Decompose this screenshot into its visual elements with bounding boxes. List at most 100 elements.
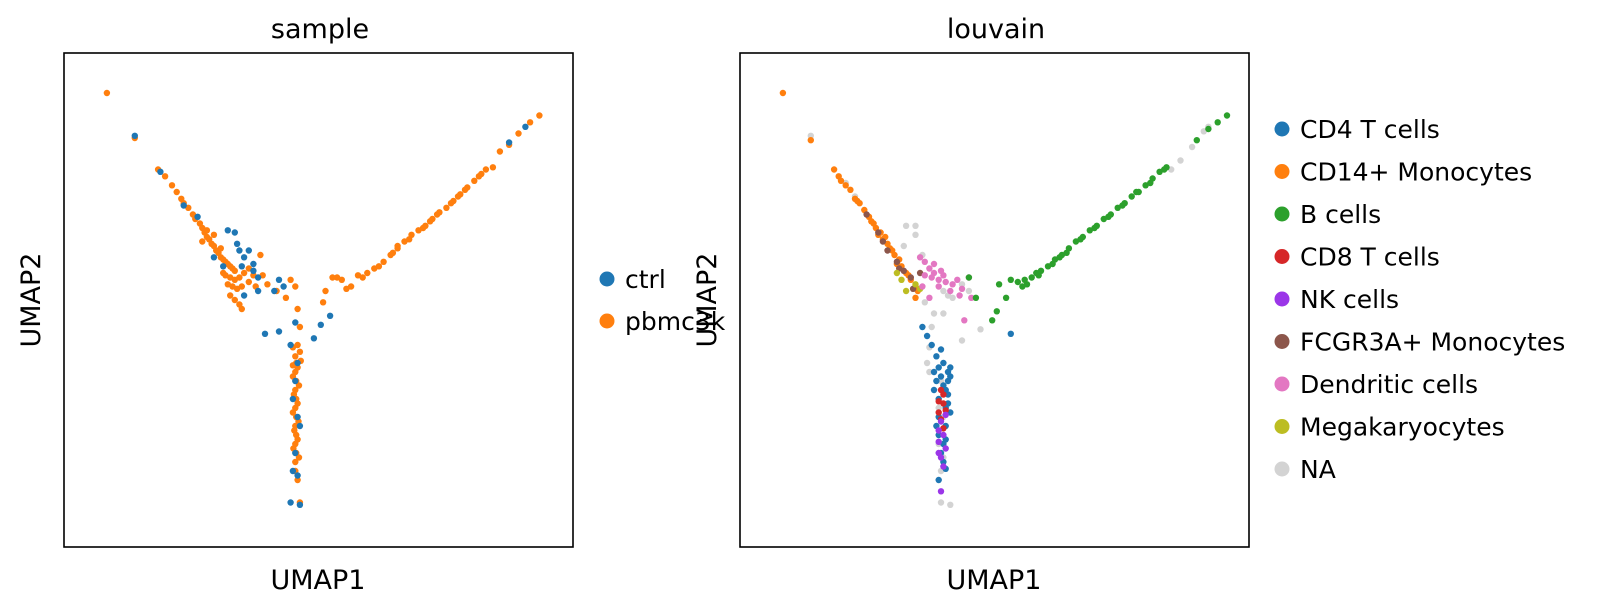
legend-label: Megakaryocytes <box>1300 413 1505 442</box>
axes-frame-sample <box>63 52 574 548</box>
scatter-point <box>173 188 180 196</box>
scatter-point <box>1223 112 1231 119</box>
scatter-point <box>935 449 942 457</box>
scatter-point <box>912 222 919 229</box>
scatter-point <box>926 294 933 301</box>
scatter-point <box>292 449 299 457</box>
scatter-point <box>1214 119 1221 126</box>
scatter-point <box>240 269 248 277</box>
scatter-point <box>250 267 257 274</box>
scatter-point <box>1119 202 1126 209</box>
scatter-point <box>1188 143 1196 151</box>
scatter-point <box>224 227 231 234</box>
legend-label: NK cells <box>1300 285 1399 314</box>
scatter-point <box>921 272 928 279</box>
scatter-point <box>375 263 383 270</box>
scatter-point <box>837 177 845 184</box>
scatter-point <box>1077 236 1084 243</box>
scatter-point <box>921 258 928 265</box>
scatter-point <box>1147 179 1154 187</box>
scatter-point <box>875 229 882 236</box>
series-pbmc3k <box>103 89 543 506</box>
panel-title-louvain: louvain <box>947 14 1045 45</box>
scatter-point <box>1007 276 1014 283</box>
series-b-cells <box>965 112 1231 324</box>
legend-sample: ctrl pbmc3k <box>599 265 726 336</box>
scatter-point <box>1193 137 1201 144</box>
scatter-point <box>295 454 303 461</box>
legend-marker <box>1274 291 1290 307</box>
scatter-point <box>238 283 245 290</box>
scatter-point <box>426 218 434 225</box>
scatter-point <box>1205 125 1212 133</box>
scatter-point <box>919 283 926 290</box>
scatter-point <box>935 431 942 439</box>
panel-title-sample: sample <box>271 14 369 45</box>
scatter-point <box>947 373 954 380</box>
scatter-point <box>912 231 919 238</box>
series-cd4-t-cells <box>919 323 1014 484</box>
scatter-point <box>264 281 271 288</box>
scatter-point <box>830 166 838 173</box>
scatter-point <box>236 274 243 281</box>
series-na <box>807 123 1212 508</box>
scatter-point <box>292 458 299 466</box>
scatter-point <box>928 323 935 331</box>
scatter-point <box>217 245 224 252</box>
scatter-point <box>364 269 371 277</box>
y-axis-label-sample: UMAP2 <box>16 253 47 348</box>
scatter-point <box>930 310 938 317</box>
scatter-point <box>779 89 787 97</box>
scatter-point <box>280 283 287 290</box>
scatter-point <box>937 499 945 506</box>
scatter-point <box>296 323 304 331</box>
scatter-point <box>937 373 945 380</box>
scatter-point <box>995 281 1003 288</box>
legend-louvain: CD4 T cells CD14+ Monocytes B cells CD8 T c… <box>1274 115 1565 484</box>
scatter-point <box>947 287 954 295</box>
scatter-point <box>526 119 534 126</box>
scatter-point <box>329 274 336 281</box>
scatter-point <box>294 436 301 443</box>
scatter-point <box>923 359 931 367</box>
scatter-point <box>1128 193 1135 200</box>
scatter-point <box>937 488 945 495</box>
scatter-point <box>482 166 490 173</box>
scatter-point <box>947 364 954 371</box>
scatter-point <box>930 368 938 376</box>
scatter-point <box>317 321 324 328</box>
series-fcgr3a-monocytes <box>863 211 924 292</box>
scatter-point <box>292 283 299 290</box>
legend-marker <box>599 313 615 329</box>
scatter-point <box>289 395 297 403</box>
scatter-point <box>443 204 450 211</box>
scatter-point <box>893 269 901 277</box>
scatter-point <box>940 400 947 407</box>
scatter-point <box>319 299 327 306</box>
legend-label: FCGR3A+ Monocytes <box>1300 328 1565 357</box>
scatter-point <box>359 274 366 281</box>
scatter-point <box>389 249 397 256</box>
legend-label: pbmc3k <box>625 307 726 336</box>
scatter-point <box>220 263 227 270</box>
scatter-point <box>854 197 861 205</box>
scatter-point <box>282 294 290 301</box>
scatter-point <box>937 267 945 274</box>
scatter-point <box>949 281 956 288</box>
scatter-point <box>289 409 297 416</box>
scatter-point <box>993 308 1000 315</box>
scatter-point <box>157 168 164 175</box>
scatter-point <box>294 476 301 484</box>
scatter-point <box>294 359 301 367</box>
legend-marker <box>1274 419 1290 434</box>
scatter-point <box>471 177 478 184</box>
scatter-point <box>338 276 345 283</box>
scatter-point <box>937 418 945 425</box>
scatter-point <box>942 278 949 286</box>
scatter-point <box>977 326 984 333</box>
scatter-point <box>275 276 283 283</box>
scatter-point <box>958 285 966 292</box>
legend-marker <box>1274 334 1290 349</box>
scatter-point <box>515 130 522 137</box>
scatter-point <box>194 213 201 220</box>
